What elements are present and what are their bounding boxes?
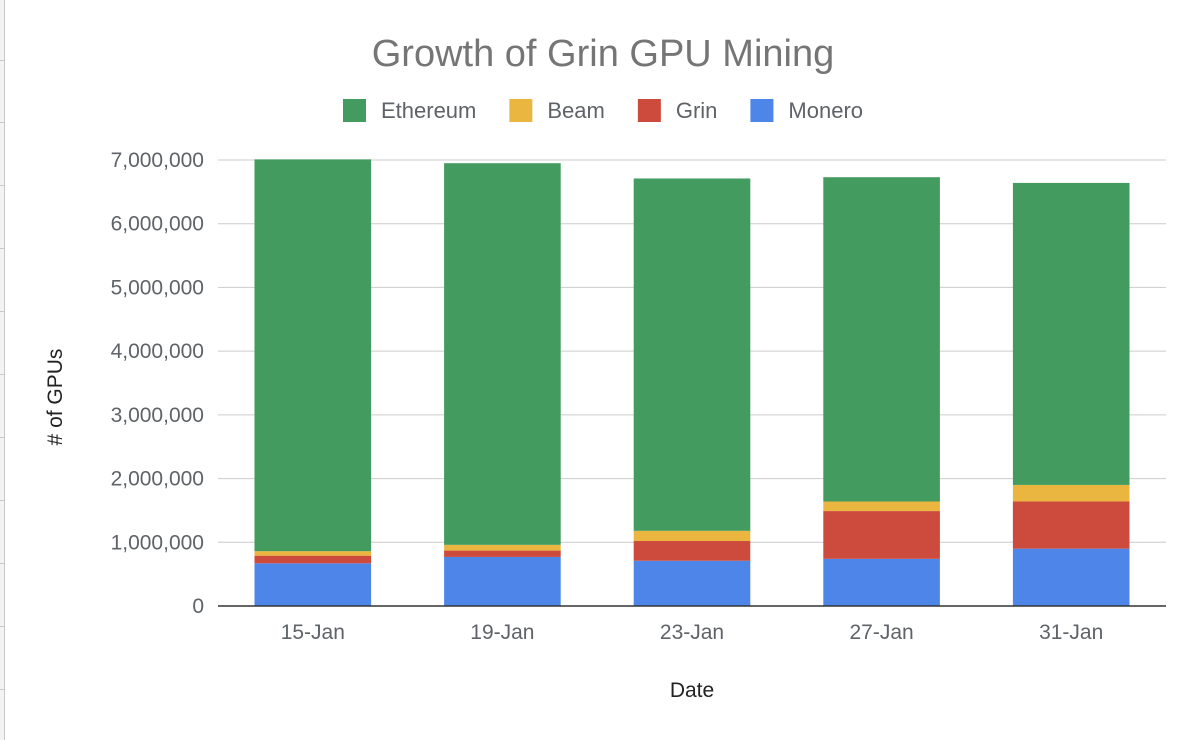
legend-swatch-grin [637,99,661,122]
legend-label-monero: Monero [788,98,863,123]
bar-beam-31-jan [1012,484,1130,502]
y-tick-label: 3,000,000 [111,404,204,427]
legend: Ethereum Beam Grin Monero [342,98,863,123]
bar-beam-23-jan [633,530,751,542]
edge-tick [0,563,4,564]
y-axis-title: # of GPUs [44,349,67,446]
bar-ethereum-23-jan [633,178,751,531]
legend-swatch-ethereum [342,99,366,122]
legend-label-grin: Grin [676,98,718,123]
bar-ethereum-31-jan [1012,182,1130,485]
bar-grin-27-jan [823,511,940,559]
bar-ethereum-15-jan [254,159,372,552]
edge-tick [0,626,4,627]
y-tick-label: 5,000,000 [111,276,204,299]
bar-beam-15-jan [254,551,372,556]
edge-tick [0,500,4,501]
legend-label-beam: Beam [547,98,604,123]
x-axis-title: Date [670,679,714,702]
y-tick-label: 4,000,000 [111,340,204,363]
x-axis-ticks: 15-Jan 19-Jan 23-Jan 27-Jan 31-Jan [281,621,1104,644]
edge-tick [0,374,4,375]
y-tick-label: 0 [192,595,204,618]
y-tick-label: 1,000,000 [111,531,204,554]
x-tick-label: 27-Jan [849,621,913,644]
edge-tick [0,689,4,690]
bar-beam-27-jan [823,501,940,512]
bar-monero-27-jan [823,558,940,606]
bar-beam-19-jan [444,544,561,551]
window-edge [0,0,5,740]
x-tick-label: 15-Jan [281,621,345,644]
chart-title: Growth of Grin GPU Mining [372,33,834,75]
bars [254,159,1130,606]
legend-swatch-beam [509,99,533,122]
legend-item-monero: Monero [750,98,863,123]
x-tick-label: 31-Jan [1039,621,1103,644]
bar-ethereum-19-jan [444,163,561,545]
y-tick-label: 7,000,000 [111,149,204,172]
bar-monero-31-jan [1012,548,1130,606]
bar-grin-19-jan [444,550,561,557]
legend-swatch-monero [750,99,774,122]
bar-grin-15-jan [254,555,372,564]
edge-tick [0,185,4,186]
y-tick-label: 6,000,000 [111,213,204,236]
edge-tick [0,437,4,438]
edge-tick [0,248,4,249]
edge-tick [0,311,4,312]
x-tick-label: 19-Jan [470,621,534,644]
bar-monero-19-jan [444,556,561,606]
bar-ethereum-27-jan [823,177,940,502]
edge-tick [0,122,4,123]
legend-item-ethereum: Ethereum [342,98,476,123]
edge-tick [0,60,4,61]
x-tick-label: 23-Jan [660,621,724,644]
bar-grin-23-jan [633,541,751,561]
y-tick-label: 2,000,000 [111,468,204,491]
legend-item-beam: Beam [509,98,605,123]
bar-grin-31-jan [1012,501,1130,549]
legend-item-grin: Grin [637,98,718,123]
y-axis-ticks: 0 1,000,000 2,000,000 3,000,000 4,000,000 5,0… [111,149,204,618]
bar-monero-15-jan [254,563,372,606]
bar-monero-23-jan [633,560,751,606]
legend-label-ethereum: Ethereum [381,98,476,123]
